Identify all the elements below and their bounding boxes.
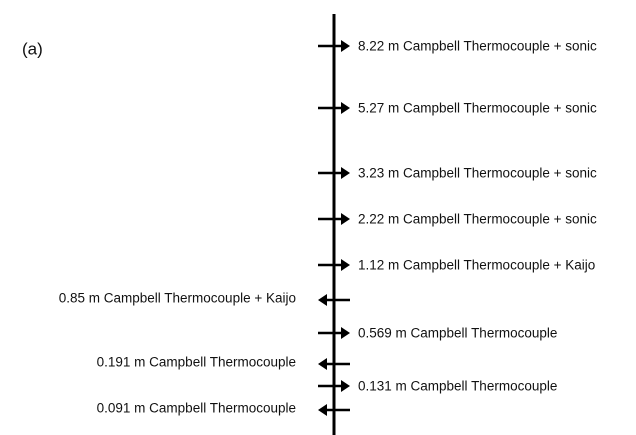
instrument-label: 0.191 m Campbell Thermocouple (97, 355, 296, 370)
arrow-head (341, 327, 350, 339)
instrument-label: 0.091 m Campbell Thermocouple (97, 401, 296, 416)
arrow-head (341, 259, 350, 271)
instrument-label: 5.27 m Campbell Thermocouple + sonic (358, 101, 597, 116)
arrow-head (341, 213, 350, 225)
arrow-head (318, 358, 327, 370)
arrow-head (341, 102, 350, 114)
instrument-label: 0.131 m Campbell Thermocouple (358, 379, 557, 394)
arrow-head (318, 404, 327, 416)
instrument-label: 0.569 m Campbell Thermocouple (358, 326, 557, 341)
instrument-label: 3.23 m Campbell Thermocouple + sonic (358, 166, 597, 181)
instrument-label: 2.22 m Campbell Thermocouple + sonic (358, 212, 597, 227)
instrument-label: 8.22 m Campbell Thermocouple + sonic (358, 39, 597, 54)
arrow-head (341, 40, 350, 52)
instrument-label: 0.85 m Campbell Thermocouple + Kaijo (59, 291, 296, 306)
panel-label: (a) (22, 39, 43, 58)
arrow-head (318, 294, 327, 306)
instrument-label: 1.12 m Campbell Thermocouple + Kaijo (358, 258, 595, 273)
arrow-head (341, 167, 350, 179)
arrow-head (341, 380, 350, 392)
